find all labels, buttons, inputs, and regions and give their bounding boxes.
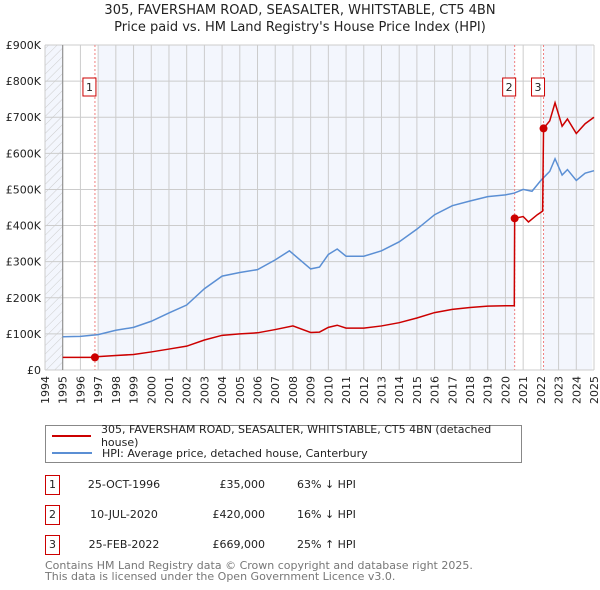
x-tick-label: 2021 bbox=[517, 376, 530, 404]
chart-subtitle: Price paid vs. HM Land Registry's House … bbox=[114, 20, 486, 35]
sale-marker-badge: 2 bbox=[45, 505, 60, 525]
transaction-row: 3 25-FEB-2022 £669,000 25% ↑ HPI bbox=[45, 535, 545, 555]
y-tick-label: £900K bbox=[6, 39, 42, 52]
footer-copyright: Contains HM Land Registry data © Crown c… bbox=[45, 559, 473, 572]
x-tick-label: 2006 bbox=[252, 376, 265, 404]
transaction-hpi-diff: 16% ↓ HPI bbox=[297, 508, 356, 521]
unshaded-band bbox=[592, 45, 594, 370]
x-tick-label: 1996 bbox=[74, 376, 87, 404]
sale-marker-label: 3 bbox=[535, 81, 542, 94]
transaction-row: 2 10-JUL-2020 £420,000 16% ↓ HPI bbox=[45, 505, 545, 525]
x-tick-label: 1994 bbox=[39, 376, 52, 404]
x-tick-label: 1998 bbox=[110, 376, 123, 404]
y-tick-label: £600K bbox=[6, 147, 42, 160]
sale-marker-box bbox=[531, 77, 546, 97]
legend-swatch-red bbox=[52, 435, 91, 437]
sale-marker-box bbox=[502, 77, 517, 97]
x-tick-label: 2003 bbox=[198, 376, 211, 404]
unshaded-band bbox=[514, 45, 544, 370]
footer-licence: This data is licensed under the Open Gov… bbox=[45, 570, 396, 583]
x-tick-label: 2001 bbox=[163, 376, 176, 404]
x-tick-label: 2025 bbox=[588, 376, 600, 404]
x-tick-label: 2012 bbox=[358, 376, 371, 404]
legend-label: HPI: Average price, detached house, Cant… bbox=[102, 446, 368, 460]
sale-marker-badge: 3 bbox=[45, 535, 60, 555]
x-tick-label: 2008 bbox=[287, 376, 300, 404]
x-tick-label: 2005 bbox=[234, 376, 247, 404]
x-tick-label: 2009 bbox=[305, 376, 318, 404]
transaction-price: £669,000 bbox=[212, 538, 266, 551]
x-tick-label: 2011 bbox=[340, 376, 353, 404]
x-tick-label: 2002 bbox=[181, 376, 194, 404]
plot-background bbox=[45, 45, 594, 370]
legend: 305, FAVERSHAM ROAD, SEASALTER, WHITSTAB… bbox=[45, 423, 522, 463]
x-tick-label: 2000 bbox=[145, 376, 158, 404]
transaction-price: £420,000 bbox=[212, 508, 266, 521]
transaction-date: 25-OCT-1996 bbox=[87, 478, 161, 491]
x-tick-label: 2007 bbox=[269, 376, 282, 404]
legend-swatch-blue bbox=[52, 452, 92, 454]
x-tick-label: 1999 bbox=[128, 376, 141, 404]
x-tick-label: 2010 bbox=[322, 376, 335, 404]
legend-item-hpi: HPI: Average price, detached house, Cant… bbox=[46, 445, 368, 461]
x-tick-label: 1997 bbox=[92, 376, 105, 404]
x-tick-label: 1995 bbox=[57, 376, 70, 404]
sale-point bbox=[539, 124, 548, 133]
y-tick-label: £500K bbox=[6, 183, 42, 196]
hpi-line bbox=[62, 156, 595, 338]
chart-title: 305, FAVERSHAM ROAD, SEASALTER, WHITSTAB… bbox=[104, 3, 496, 18]
transaction-date: 25-FEB-2022 bbox=[88, 538, 160, 551]
transaction-hpi-diff: 63% ↓ HPI bbox=[297, 478, 356, 491]
x-tick-label: 2023 bbox=[553, 376, 566, 404]
y-tick-label: £200K bbox=[6, 292, 42, 305]
x-tick-label: 2015 bbox=[411, 376, 424, 404]
sale-marker-label: 1 bbox=[86, 81, 93, 94]
x-tick-label: 2016 bbox=[429, 376, 442, 404]
x-tick-label: 2004 bbox=[216, 376, 229, 404]
legend-item-property: 305, FAVERSHAM ROAD, SEASALTER, WHITSTAB… bbox=[46, 423, 521, 449]
x-tick-label: 2014 bbox=[393, 376, 406, 404]
x-tick-label: 2022 bbox=[535, 376, 548, 404]
sale-marker-label: 2 bbox=[506, 81, 513, 94]
transaction-date: 10-JUL-2020 bbox=[90, 508, 158, 521]
price-chart: 1994 1995 1996 1997 1998 1999 2000 2001 2002 2003… bbox=[6, 39, 600, 404]
x-tick-label: 2019 bbox=[482, 376, 495, 404]
y-tick-label: £800K bbox=[6, 75, 42, 88]
x-tick-label: 2020 bbox=[499, 376, 512, 404]
x-tick-label: 2013 bbox=[375, 376, 388, 404]
sale-point bbox=[90, 353, 99, 362]
y-tick-label: £300K bbox=[6, 256, 42, 269]
y-tick-label: £700K bbox=[6, 111, 42, 124]
sale-point bbox=[510, 214, 519, 223]
y-tick-label: £0 bbox=[27, 364, 41, 377]
y-tick-label: £400K bbox=[6, 220, 42, 233]
x-tick-label: 2024 bbox=[570, 376, 583, 404]
transaction-row: 1 25-OCT-1996 £35,000 63% ↓ HPI bbox=[45, 475, 545, 495]
sale-marker-box bbox=[82, 77, 97, 97]
transaction-hpi-diff: 25% ↑ HPI bbox=[297, 538, 356, 551]
transaction-price: £35,000 bbox=[219, 478, 266, 491]
x-tick-label: 2018 bbox=[464, 376, 477, 404]
x-tick-label: 2017 bbox=[446, 376, 459, 404]
sale-marker-badge: 1 bbox=[45, 475, 60, 495]
no-data-hatch bbox=[45, 45, 63, 370]
legend-label: 305, FAVERSHAM ROAD, SEASALTER, WHITSTAB… bbox=[100, 423, 492, 449]
y-tick-label: £100K bbox=[6, 328, 42, 341]
